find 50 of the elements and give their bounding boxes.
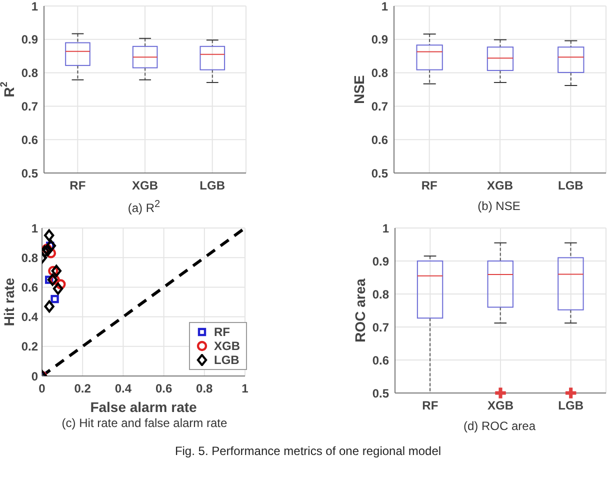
y-tick-label: 0.8 — [21, 250, 38, 265]
x-tick-label: 1 — [242, 382, 249, 396]
y-tick-label: 0.6 — [371, 132, 388, 147]
legend-label: RF — [214, 325, 230, 339]
x-tick-label: LGB — [558, 178, 584, 193]
y-tick-label: 1 — [31, 0, 38, 14]
y-tick-label: 0.6 — [21, 280, 38, 294]
y-tick-label: 0.9 — [21, 32, 38, 47]
text: (b) NSE — [476, 199, 522, 213]
text: (a) R$^{2}$ — [126, 199, 162, 215]
x-tick-label: 0.2 — [74, 382, 92, 396]
text: (d) ROC area — [462, 419, 537, 433]
text: (c) Hit rate and false alarm rate — [60, 416, 228, 430]
y-tick-label: 0 — [31, 369, 38, 384]
x-tick-label: XGB — [486, 178, 514, 193]
y-axis-title: NSE — [350, 75, 367, 104]
x-tick-label: RF — [70, 178, 86, 193]
y-tick-label: 0.4 — [21, 310, 38, 324]
x-tick-label: LGB — [558, 398, 584, 413]
y-tick-label: 0.7 — [372, 320, 390, 334]
y-tick-label: 0.7 — [21, 99, 38, 114]
y-tick-label: 0.8 — [372, 287, 390, 302]
y-tick-label: 0.6 — [21, 132, 38, 147]
y-tick-label: 0.5 — [372, 386, 390, 400]
caption: Fig. 5. Performance metrics of one regional model — [174, 444, 442, 458]
x-axis-title: False alarm rate — [90, 399, 198, 415]
y-axis-title: ROC area — [352, 278, 368, 342]
y-tick-label: 1 — [31, 221, 38, 236]
y-tick-label: 0.9 — [371, 32, 388, 47]
y-tick-label: 0.5 — [21, 166, 38, 180]
y-tick-label: 0.9 — [372, 254, 390, 268]
y-tick-label: 0.2 — [21, 340, 38, 354]
y-tick-label: 1 — [382, 221, 390, 236]
y-tick-label: 0.8 — [371, 66, 388, 80]
y-axis-title: Hit rate — [0, 278, 17, 326]
legend-label: XGB — [214, 339, 240, 353]
y-tick-label: 0.5 — [371, 166, 388, 180]
y-tick-label: 0.7 — [371, 99, 388, 114]
y-tick-label: 0.6 — [372, 353, 390, 368]
legend-label: LGB — [214, 353, 240, 367]
x-tick-label: RF — [422, 398, 438, 413]
x-tick-label: XGB — [487, 398, 514, 413]
x-tick-label: XGB — [132, 178, 158, 193]
x-tick-label: 0.4 — [114, 382, 132, 396]
y-tick-label: 0.8 — [21, 66, 38, 80]
x-tick-label: 0.8 — [196, 382, 214, 396]
x-tick-label: RF — [421, 178, 438, 193]
y-tick-label: 1 — [381, 0, 388, 14]
x-tick-label: LGB — [200, 178, 226, 193]
x-tick-label: 0.6 — [155, 382, 172, 396]
